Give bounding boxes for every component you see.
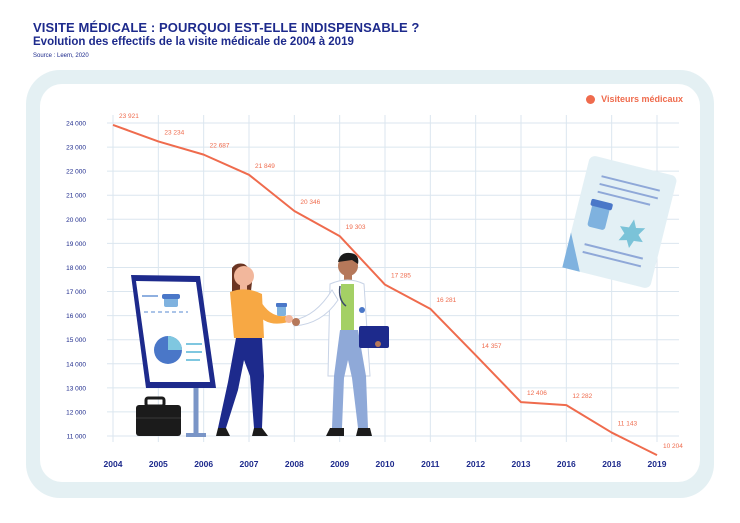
x-tick-label: 2008: [285, 459, 304, 469]
y-tick-label: 15 000: [66, 337, 86, 344]
x-tick-label: 2013: [512, 459, 531, 469]
x-tick-label: 2004: [104, 459, 123, 469]
source-note: Source : Leem, 2020: [33, 53, 89, 59]
data-label: 20 346: [300, 199, 320, 206]
y-tick-label: 23 000: [66, 145, 86, 152]
chart-legend: Visiteurs médicaux: [586, 94, 683, 104]
y-tick-label: 14 000: [66, 361, 86, 368]
x-tick-label: 2018: [602, 459, 621, 469]
y-tick-label: 18 000: [66, 265, 86, 272]
page-title: VISITE MÉDICALE : POURQUOI EST-ELLE INDI…: [33, 20, 420, 35]
series-line: [112, 123, 658, 457]
doctor-icon: [292, 252, 389, 436]
y-tick-label: 12 000: [66, 409, 86, 416]
y-tick-label: 11 000: [67, 434, 87, 441]
x-tick-label: 2010: [376, 459, 395, 469]
data-label: 11 143: [618, 421, 638, 428]
x-tick-label: 2019: [648, 459, 667, 469]
y-tick-label: 13 000: [66, 385, 86, 392]
y-tick-label: 19 000: [66, 241, 86, 248]
y-tick-label: 21 000: [66, 193, 86, 200]
data-label: 19 303: [346, 224, 366, 231]
prescription-document-icon: [562, 156, 677, 288]
x-tick-label: 2006: [194, 459, 213, 469]
patient-woman-icon: [216, 263, 293, 436]
label-layer: 24 000 23 000 22 000 21 000 20 000 19 000 18 0…: [66, 113, 683, 469]
briefcase-icon: [136, 396, 181, 436]
data-label: 17 285: [391, 273, 411, 280]
y-tick-label: 20 000: [66, 217, 86, 224]
legend-marker: [586, 94, 596, 104]
x-tick-label: 2012: [466, 459, 485, 469]
data-label: 12 406: [527, 390, 547, 397]
data-label: 23 234: [164, 129, 184, 136]
series-line-layer: [112, 123, 658, 457]
data-label: 16 281: [436, 297, 456, 304]
x-tick-label: 2011: [421, 459, 440, 469]
data-label: 14 357: [482, 343, 502, 350]
data-label: 23 921: [119, 113, 139, 120]
data-label: 12 282: [572, 393, 592, 400]
data-label: 10 204: [663, 443, 683, 450]
y-tick-label: 24 000: [66, 121, 86, 128]
x-tick-label: 2016: [557, 459, 576, 469]
data-label: 22 687: [210, 143, 230, 150]
x-tick-label: 2005: [149, 459, 168, 469]
x-tick-label: 2007: [240, 459, 259, 469]
page-subtitle: Evolution des effectifs de la visite méd…: [33, 36, 354, 48]
presentation-board-icon: [131, 275, 216, 437]
y-tick-label: 22 000: [66, 169, 86, 176]
y-tick-label: 16 000: [66, 313, 86, 320]
x-tick-label: 2009: [330, 459, 349, 469]
y-tick-label: 17 000: [66, 289, 86, 296]
data-label: 21 849: [255, 163, 275, 170]
legend-entry-label: Visiteurs médicaux: [601, 94, 683, 104]
